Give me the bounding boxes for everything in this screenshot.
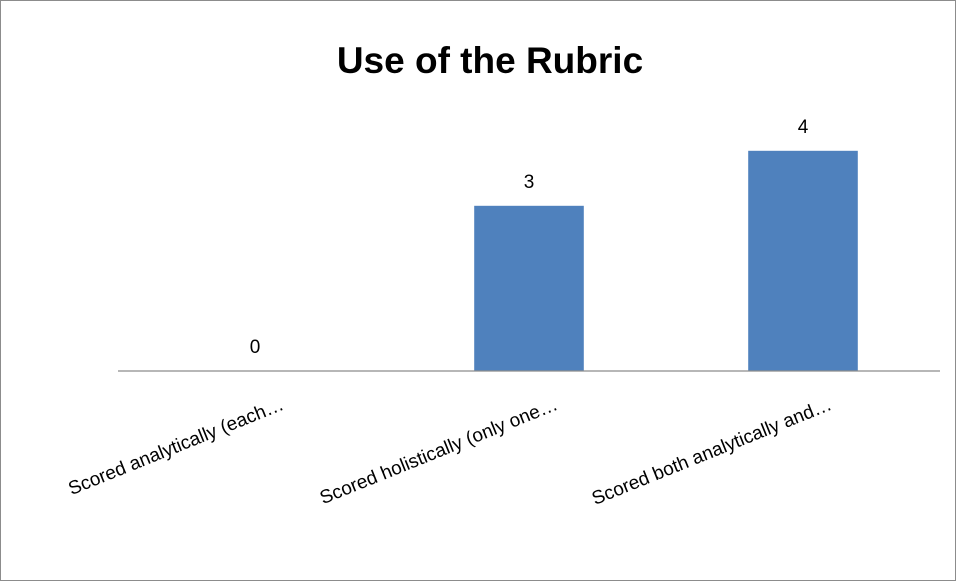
data-label-3: 4 <box>798 117 809 138</box>
bar-2 <box>474 205 584 371</box>
bar-3 <box>748 150 858 371</box>
x-tick-label-1: Scored analytically (each… <box>66 394 287 500</box>
data-label-1: 0 <box>250 337 261 358</box>
bars-layer <box>474 150 858 371</box>
x-tick-labels-layer: Scored analytically (each… Scored holisti… <box>66 394 835 510</box>
data-labels-layer: 0 3 4 <box>250 117 809 358</box>
x-tick-label-2: Scored holistically (only one… <box>317 394 561 509</box>
x-tick-label-3: Scored both analytically and… <box>589 394 835 510</box>
chart-title: Use of the Rubric <box>337 40 643 81</box>
data-label-2: 3 <box>524 172 535 193</box>
